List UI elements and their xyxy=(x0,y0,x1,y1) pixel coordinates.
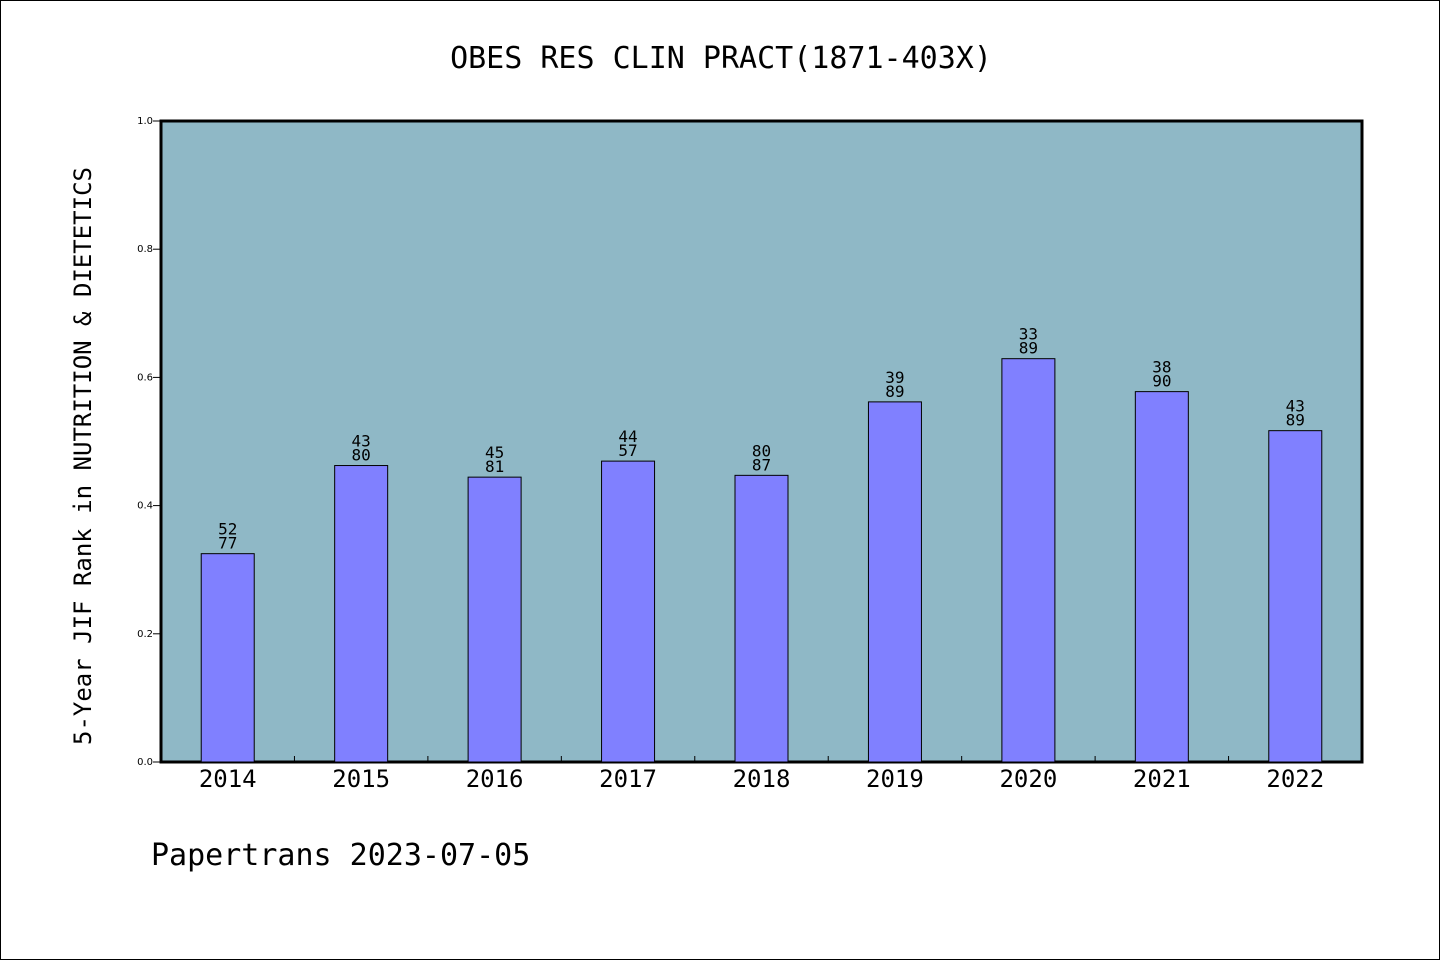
bar-rank-label: 38 xyxy=(1152,358,1171,377)
y-tick-label: 0.0 xyxy=(137,757,153,768)
bar-rank-label: 39 xyxy=(885,368,904,387)
x-tick-label: 2018 xyxy=(733,765,791,793)
bar-total-label: 89 xyxy=(1286,411,1305,430)
x-axis: 2014 2015 2016 2017 2018 2019 2020 2021 2022 xyxy=(199,756,1324,793)
x-tick-label: 2015 xyxy=(332,765,390,793)
bar-total-label: 57 xyxy=(618,441,637,460)
bars xyxy=(200,358,1323,763)
x-tick-label: 2016 xyxy=(466,765,524,793)
x-tick-label: 2022 xyxy=(1266,765,1324,793)
y-tick-label: 0.2 xyxy=(137,629,153,640)
bar-total-label: 87 xyxy=(752,455,771,474)
y-tick-label: 1.0 xyxy=(137,116,153,127)
y-tick-label: 0.6 xyxy=(137,372,153,383)
bar-2022 xyxy=(1268,430,1323,763)
bar-2014 xyxy=(200,553,255,763)
x-tick-label: 2020 xyxy=(999,765,1057,793)
bar-total-label: 80 xyxy=(352,446,371,465)
x-tick-label: 2014 xyxy=(199,765,257,793)
bar-rank-label: 52 xyxy=(218,520,237,539)
y-axis: 0.0 0.2 0.4 0.6 0.8 1.0 xyxy=(137,116,161,768)
bar-total-label: 90 xyxy=(1152,372,1171,391)
bar-2020 xyxy=(1001,358,1056,763)
y-tick-label: 0.8 xyxy=(137,244,153,255)
x-tick-label: 2017 xyxy=(599,765,657,793)
y-axis-label: 5-Year JIF Rank in NUTRITION & DIETETICS xyxy=(69,167,97,745)
bar-rank-label: 43 xyxy=(352,432,371,451)
bar-rank-label: 80 xyxy=(752,441,771,460)
bar-2016 xyxy=(467,476,522,763)
bar-2019 xyxy=(867,401,922,763)
footer-text: Papertrans 2023-07-05 xyxy=(151,838,530,873)
bar-2018 xyxy=(734,474,789,763)
bar-total-label: 77 xyxy=(218,534,237,553)
y-tick-label: 0.4 xyxy=(137,501,153,512)
bar-rank-label: 33 xyxy=(1019,325,1038,344)
chart-title: OBES RES CLIN PRACT(1871-403X) xyxy=(450,41,992,76)
bar-total-label: 89 xyxy=(885,382,904,401)
x-tick-label: 2019 xyxy=(866,765,924,793)
bar-rank-label: 43 xyxy=(1286,397,1305,416)
bar-2021 xyxy=(1134,391,1189,763)
bar-total-label: 89 xyxy=(1019,339,1038,358)
bar-rank-label: 44 xyxy=(618,427,637,446)
x-tick-label: 2021 xyxy=(1133,765,1191,793)
bar-total-label: 81 xyxy=(485,457,504,476)
bar-2017 xyxy=(601,460,656,763)
bar-2015 xyxy=(334,465,389,763)
bar-rank-label: 45 xyxy=(485,443,504,462)
